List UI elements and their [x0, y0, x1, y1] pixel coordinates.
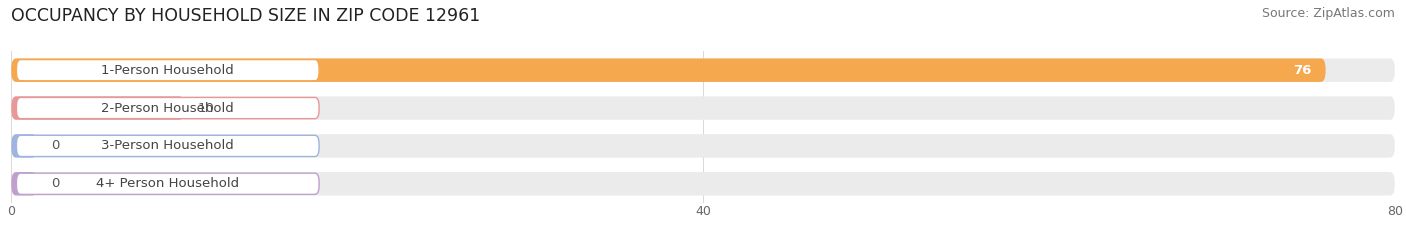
FancyBboxPatch shape [17, 60, 319, 81]
Text: 3-Person Household: 3-Person Household [101, 139, 235, 152]
FancyBboxPatch shape [11, 58, 1326, 82]
FancyBboxPatch shape [11, 96, 184, 120]
FancyBboxPatch shape [11, 134, 1395, 158]
Text: OCCUPANCY BY HOUSEHOLD SIZE IN ZIP CODE 12961: OCCUPANCY BY HOUSEHOLD SIZE IN ZIP CODE … [11, 7, 481, 25]
Text: 0: 0 [51, 139, 59, 152]
Text: 2-Person Household: 2-Person Household [101, 102, 235, 115]
FancyBboxPatch shape [17, 135, 319, 157]
Text: Source: ZipAtlas.com: Source: ZipAtlas.com [1261, 7, 1395, 20]
FancyBboxPatch shape [11, 96, 1395, 120]
FancyBboxPatch shape [11, 172, 1395, 195]
Text: 10: 10 [198, 102, 215, 115]
Text: 76: 76 [1294, 64, 1312, 77]
Text: 0: 0 [51, 177, 59, 190]
FancyBboxPatch shape [17, 173, 319, 194]
Text: 1-Person Household: 1-Person Household [101, 64, 235, 77]
FancyBboxPatch shape [17, 97, 319, 119]
Text: 4+ Person Household: 4+ Person Household [96, 177, 239, 190]
FancyBboxPatch shape [11, 58, 1395, 82]
FancyBboxPatch shape [11, 172, 37, 195]
FancyBboxPatch shape [11, 134, 37, 158]
